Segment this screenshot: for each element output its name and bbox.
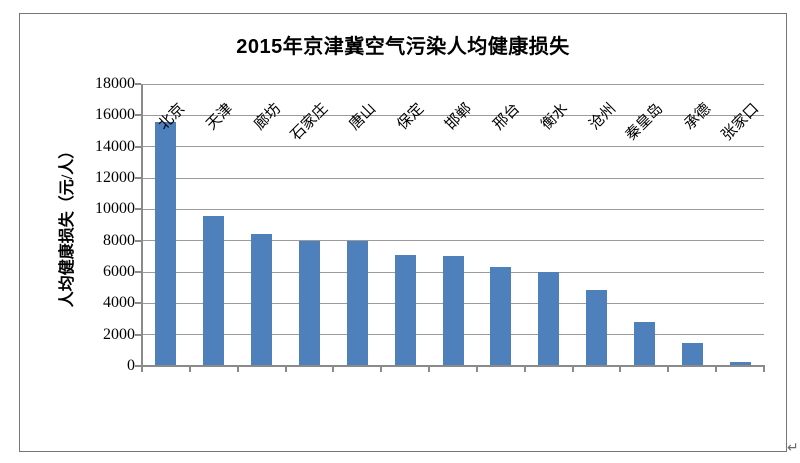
gridline [142,114,764,116]
x-axis-tick [284,367,287,372]
x-axis-label: 邯郸 [442,100,476,134]
y-axis-line [141,84,143,366]
bar-衡水 [538,272,560,366]
x-axis-label: 廊坊 [251,100,284,134]
y-axis-tick-label: 14000 [95,137,135,155]
bar-沧州 [586,290,608,366]
y-axis-tick [135,271,141,273]
gridline [142,208,764,210]
y-axis-tick [135,83,141,85]
y-axis-tick-label: 6000 [103,263,135,280]
x-axis-label: 石家庄 [288,100,332,144]
x-axis-label: 衡水 [538,100,571,134]
bar-张家口 [729,362,751,366]
x-axis-label: 沧州 [586,100,619,134]
paragraph-return-icon: ↵ [787,440,799,456]
chart-frame: 2015年京津冀空气污染人均健康损失 0 2000 4000 6000 8000 1000… [19,13,787,452]
y-axis-tick-label: 16000 [95,106,135,124]
x-axis-tick [188,367,191,372]
chart-title: 2015年京津冀空气污染人均健康损失 [236,36,570,58]
x-axis-label: 张家口 [719,100,763,144]
y-axis-tick-label: 2000 [103,325,135,343]
bar-承德 [681,343,703,366]
bar-邯郸 [442,256,464,366]
y-axis-tick-label: 18000 [95,75,135,92]
gridline [142,240,764,242]
bar-北京 [155,121,177,366]
y-axis-tick-label: 10000 [95,200,135,218]
x-axis-label: 天津 [203,100,236,134]
x-axis-label: 秦皇岛 [623,100,667,144]
gridline [142,146,764,148]
bar-石家庄 [298,240,320,366]
x-axis-tick [380,367,383,372]
bar-廊坊 [251,233,273,366]
x-axis-tick [763,367,765,372]
y-axis-title: 人均健康损失（元/人） [59,142,76,308]
y-axis-tick [135,365,141,367]
x-axis-tick [523,367,526,372]
y-axis-tick-label: 4000 [103,294,135,312]
x-axis-tick [236,367,239,372]
x-axis-tick [715,367,718,372]
x-axis-label: 唐山 [346,100,380,134]
bar-邢台 [490,267,512,366]
y-axis-tick-label: 0 [127,357,135,374]
x-axis-tick [619,367,622,372]
x-axis-tick [141,367,143,372]
x-axis-tick [667,367,670,372]
y-axis-tick [135,333,141,336]
x-axis-label: 承德 [681,100,715,134]
bar-秦皇岛 [633,322,655,366]
gridline [142,83,764,85]
x-axis-label: 保定 [394,100,428,134]
y-axis-tick [135,239,141,242]
y-axis-tick [135,302,141,305]
x-axis-tick [475,367,478,372]
y-axis-tick [135,208,141,211]
y-axis-tick-label: 12000 [95,169,135,186]
bar-天津 [203,215,225,366]
x-axis-tick [332,367,335,372]
bar-保定 [394,254,416,366]
x-axis-tick [428,367,431,372]
x-axis-line [141,365,765,367]
plot-area: 0 2000 4000 6000 8000 10000 12000 14000 16000 180… [59,76,765,374]
y-axis-tick-label: 8000 [103,231,135,249]
y-axis-tick [135,145,141,148]
y-axis-tick [135,177,141,179]
x-axis-label: 邢台 [490,100,524,134]
gridline [142,177,764,179]
x-axis-tick [571,367,574,372]
y-axis-tick [135,114,141,117]
bar-唐山 [346,240,368,366]
